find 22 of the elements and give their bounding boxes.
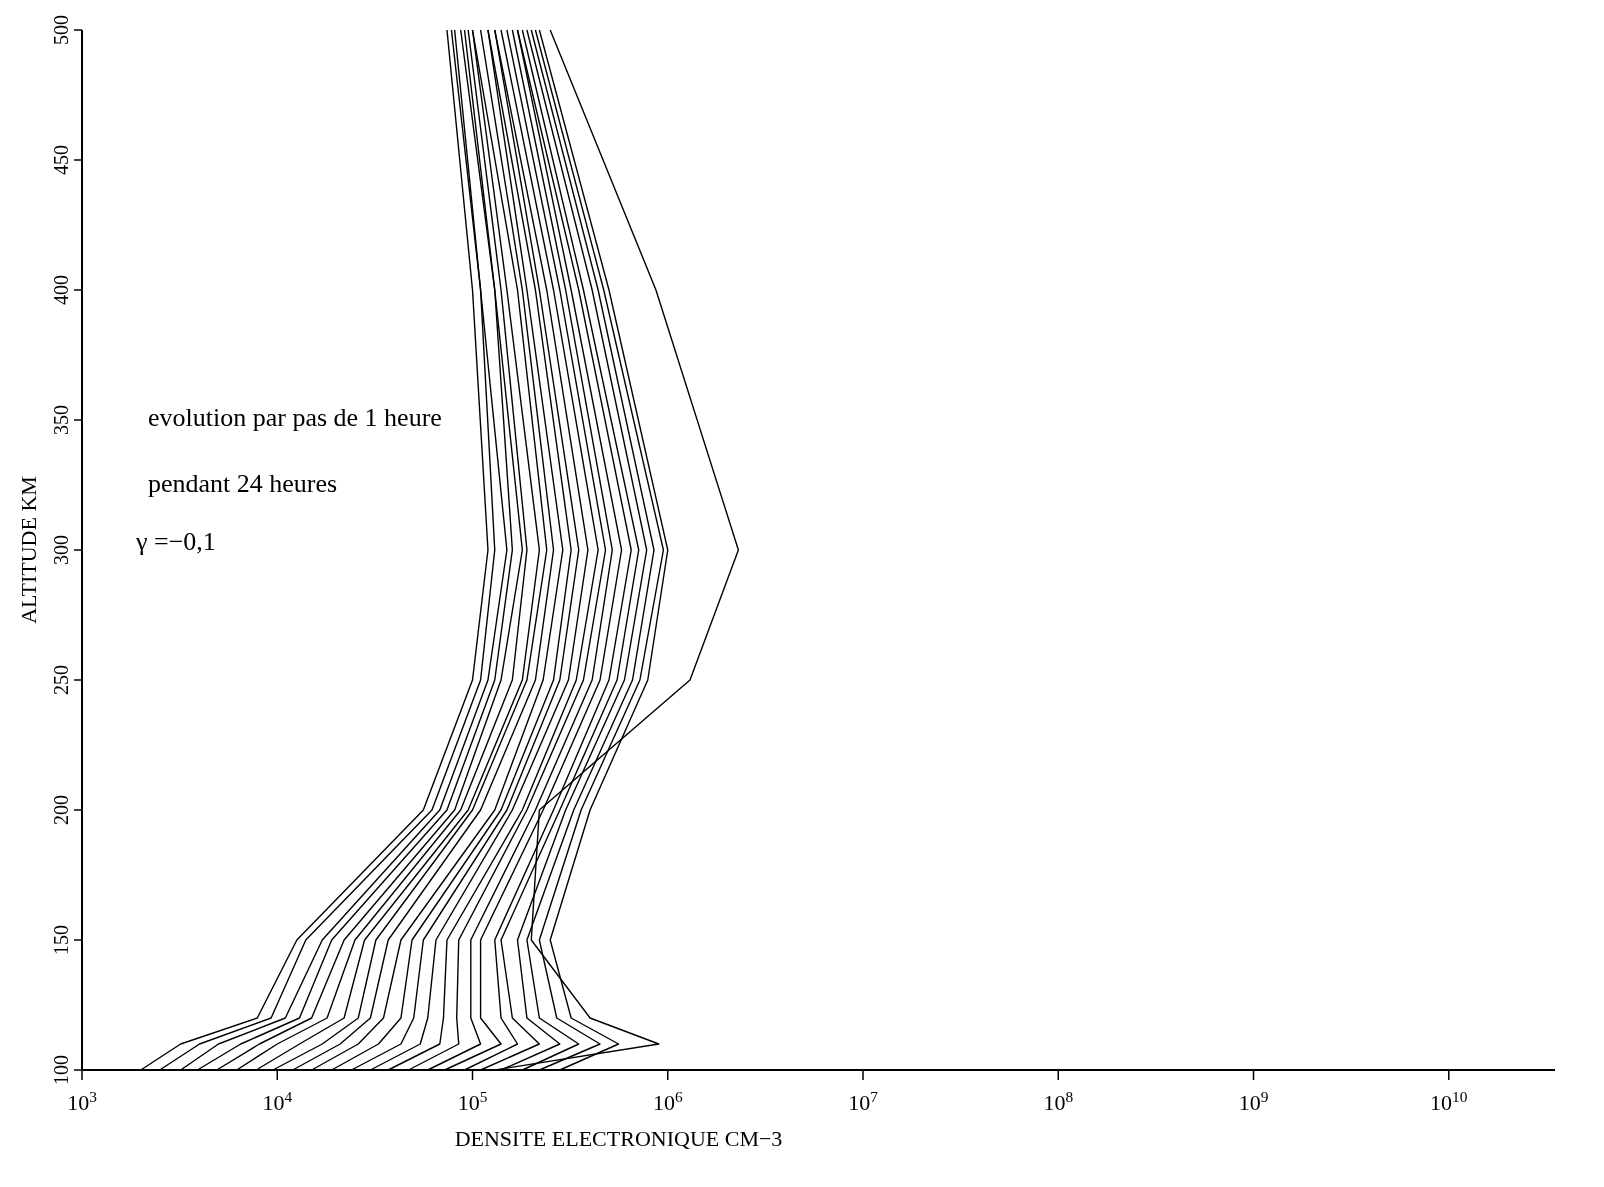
y-tick-label: 150 — [50, 925, 72, 955]
x-tick-label: 10$^{10}$ — [1430, 1087, 1468, 1115]
y-tick-label: 250 — [50, 665, 72, 695]
y-tick-label: 400 — [50, 275, 72, 305]
y-tick-label: 100 — [50, 1055, 72, 1085]
y-tick-label: 450 — [50, 145, 72, 175]
x-tick-label: 10$^{5}$ — [457, 1087, 488, 1115]
x-tick-label: 10$^{4}$ — [262, 1087, 293, 1115]
x-tick-label: 10$^{9}$ — [1238, 1087, 1269, 1115]
annotation: evolution par pas de 1 heure — [148, 403, 442, 432]
y-tick-label: 350 — [50, 405, 72, 435]
annotation: γ =−0,1 — [135, 527, 216, 556]
x-tick-label: 10$^{7}$ — [848, 1087, 879, 1115]
annotation: pendant 24 heures — [148, 469, 338, 498]
x-tick-label: 10$^{3}$ — [67, 1087, 98, 1115]
y-tick-label: 200 — [50, 795, 72, 825]
y-tick-label: 300 — [50, 535, 72, 565]
x-tick-label: 10$^{8}$ — [1043, 1087, 1074, 1115]
y-tick-label: 500 — [50, 15, 72, 45]
y-axis-title: ALTITUDE KM — [16, 476, 41, 624]
x-axis-title: DENSITE ELECTRONIQUE CM−3 — [454, 1126, 783, 1151]
x-tick-label: 10$^{6}$ — [652, 1087, 683, 1115]
